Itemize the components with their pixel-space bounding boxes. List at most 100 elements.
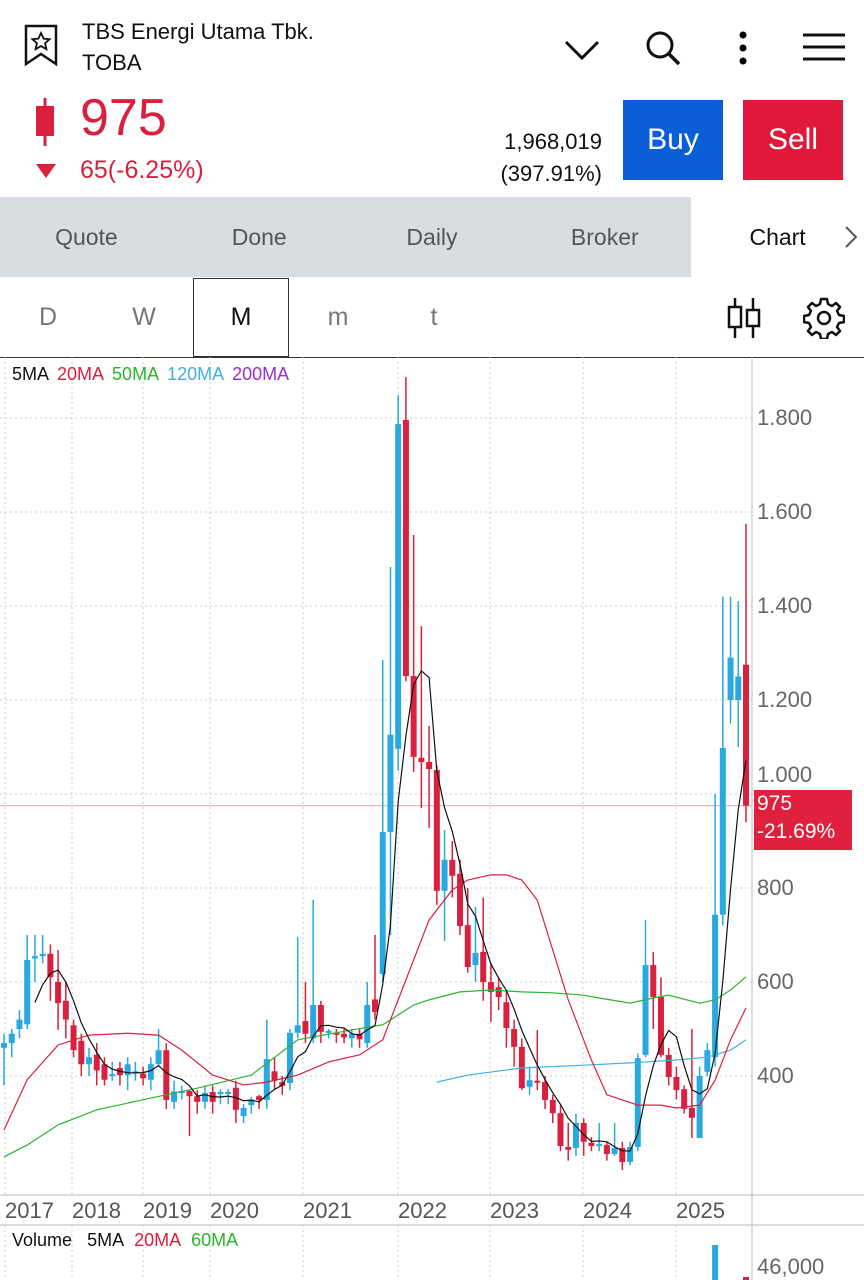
tab-done[interactable]: Done (231, 223, 287, 250)
timeframe-minute[interactable]: m (327, 303, 349, 331)
tab-daily[interactable]: Daily (406, 223, 458, 250)
candle-body (441, 859, 448, 891)
star-icon[interactable] (24, 24, 58, 67)
x-tick-label: 2023 (490, 1198, 539, 1223)
y-tick-label: 1.600 (757, 499, 813, 524)
timeframe-d[interactable]: D (38, 303, 58, 331)
candle-body (155, 1050, 162, 1065)
candle-body (379, 832, 386, 975)
candle-body (109, 1074, 116, 1077)
candle-body (480, 951, 487, 982)
candle-body (93, 1054, 100, 1071)
candle-body (650, 965, 657, 998)
y-tick-label: 1.000 (757, 762, 813, 787)
candle-body (457, 873, 464, 927)
stock-code: TOBA (82, 50, 142, 75)
tab-chart[interactable]: Chart (691, 197, 864, 277)
y-tick-label: 1.800 (757, 405, 813, 430)
candle-body (642, 965, 649, 1055)
candle-body (596, 1144, 603, 1147)
candle-body (549, 1099, 556, 1114)
candle-body (665, 1054, 672, 1077)
candle-body (217, 1091, 224, 1094)
ma120-line (436, 1039, 747, 1083)
candle-body (588, 1142, 595, 1147)
timeframe-m[interactable]: M (193, 278, 289, 357)
tab-broker[interactable]: Broker (570, 223, 639, 250)
price-chart[interactable] (0, 357, 864, 1280)
candle-body (356, 1033, 363, 1040)
candle-body (70, 1025, 77, 1051)
candle-body (140, 1073, 147, 1079)
candle-body (1, 1043, 7, 1048)
chevron-right-icon[interactable] (845, 226, 858, 253)
chevron-down-icon[interactable] (564, 38, 600, 67)
legend-120ma: 120MA (167, 364, 225, 384)
menu-icon[interactable] (803, 33, 845, 66)
x-tick-label: 2018 (72, 1198, 121, 1223)
candle-body (395, 424, 402, 749)
last-price: 975 (80, 89, 167, 147)
candle-body (387, 734, 394, 833)
candle-body (341, 1033, 348, 1038)
candle-body (225, 1091, 232, 1094)
more-icon[interactable] (738, 30, 748, 71)
legend-5ma: 5MA (12, 364, 50, 384)
last-price-value: 975 (757, 792, 793, 815)
x-tick-label: 2024 (583, 1198, 632, 1223)
tab-quote[interactable]: Quote (55, 223, 118, 250)
candle-body (16, 1019, 23, 1029)
volume-value: 1,968,019 (504, 129, 602, 154)
candle-body (39, 953, 46, 957)
candle-body (294, 1025, 301, 1033)
legend-200ma: 200MA (232, 364, 290, 384)
ma5-line (34, 669, 747, 1152)
chart-type-icon[interactable] (726, 298, 762, 343)
candle-body (565, 1146, 572, 1150)
candle-body (232, 1087, 239, 1110)
candle-body (611, 1147, 618, 1155)
volume-percent: (397.91%) (500, 161, 602, 186)
volume-20ma: 20MA (134, 1230, 182, 1250)
timeframe-tick[interactable]: t (430, 303, 438, 331)
candle-body (62, 1000, 69, 1020)
candle-body (603, 1145, 610, 1155)
y-tick-label: 1.400 (757, 593, 813, 618)
candle-body (464, 925, 471, 967)
timeframe-w[interactable]: W (132, 303, 156, 331)
candle-body (372, 999, 378, 1013)
candle-body (542, 1082, 549, 1100)
volume-title: Volume (12, 1230, 73, 1250)
candle-body (681, 1089, 688, 1109)
candle-body (24, 959, 31, 1025)
search-icon[interactable] (645, 30, 681, 71)
candle-body (572, 1123, 579, 1148)
volume-info: 1,968,019 (397.91%) (500, 126, 602, 190)
gear-icon[interactable] (802, 297, 846, 344)
candle-body (712, 914, 719, 1058)
x-tick-label: 2019 (143, 1198, 192, 1223)
x-tick-label: 2017 (5, 1198, 54, 1223)
volume-5ma: 5MA (87, 1230, 125, 1250)
candle-body (248, 1099, 255, 1106)
candle-body (171, 1091, 178, 1102)
candle-body (557, 1113, 564, 1147)
candle-body (302, 1021, 309, 1034)
candle-body (186, 1091, 193, 1097)
candle-body (47, 953, 54, 978)
candle-body (101, 1064, 108, 1080)
candle-body (86, 1057, 93, 1065)
candle-body (673, 1076, 680, 1091)
candle-body (240, 1107, 247, 1116)
candle-body (472, 952, 479, 966)
candle-body (735, 676, 742, 700)
candle-body (402, 419, 409, 677)
sell-button[interactable]: Sell (743, 100, 843, 180)
ma20-line (3, 874, 747, 1131)
candle-body (657, 997, 664, 1055)
stock-name: TBS Energi Utama Tbk. (82, 19, 314, 44)
buy-button[interactable]: Buy (623, 100, 723, 180)
candle-body (627, 1146, 634, 1163)
x-tick-label: 2020 (210, 1198, 259, 1223)
volume-y-tick: 46,000 (757, 1254, 825, 1279)
